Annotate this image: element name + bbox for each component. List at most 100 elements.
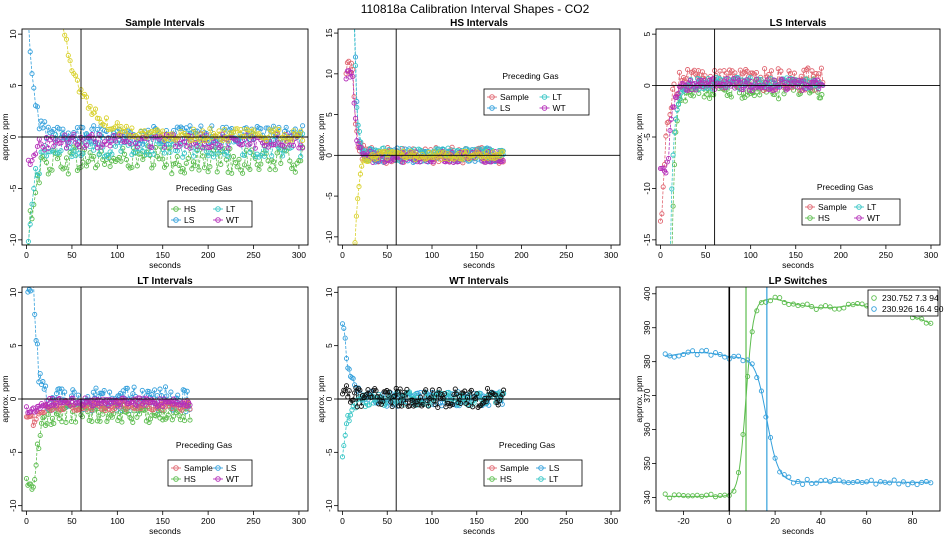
data-point <box>48 421 54 428</box>
data-point <box>356 128 363 135</box>
data-point <box>34 104 40 110</box>
data-point <box>134 402 140 409</box>
data-point <box>71 389 77 395</box>
data-point <box>836 306 842 312</box>
data-point <box>160 403 166 409</box>
data-point <box>748 78 754 85</box>
data-point <box>146 389 152 395</box>
data-point <box>56 126 62 132</box>
data-point <box>757 92 763 98</box>
data-point <box>703 492 709 498</box>
data-point <box>827 304 833 310</box>
data-point <box>728 94 734 100</box>
data-point <box>493 392 499 398</box>
data-point <box>25 482 31 488</box>
data-point <box>101 399 107 405</box>
data-point <box>660 165 666 171</box>
data-point <box>73 419 79 425</box>
data-point <box>676 492 682 498</box>
data-point <box>396 403 402 409</box>
data-point <box>345 365 351 371</box>
legend-item: Sample <box>805 202 847 212</box>
data-point <box>91 110 97 116</box>
x-axis-label: seconds <box>149 526 181 536</box>
data-point <box>102 161 108 167</box>
data-point <box>455 402 461 408</box>
data-point <box>25 238 31 245</box>
data-point <box>59 386 65 392</box>
data-point <box>342 401 346 405</box>
data-point <box>749 329 755 335</box>
data-point <box>841 305 847 311</box>
legend-box <box>167 200 253 228</box>
data-point <box>96 152 102 158</box>
legend-item: Sample <box>487 92 529 102</box>
data-point <box>152 387 158 393</box>
x-axis-label: seconds <box>463 260 495 270</box>
data-point <box>220 138 226 144</box>
data-point <box>747 87 753 93</box>
data-point <box>359 163 365 169</box>
data-point <box>737 67 743 73</box>
data-point <box>670 257 674 261</box>
data-point <box>887 480 893 486</box>
data-point <box>813 80 819 86</box>
data-point <box>462 388 468 394</box>
y-tick-label: 5 <box>642 32 652 37</box>
data-point <box>33 190 39 196</box>
data-point <box>29 406 35 412</box>
data-point <box>376 401 382 407</box>
x-tick-label: 0 <box>24 250 29 260</box>
data-point <box>433 391 440 397</box>
x-tick-label: 250 <box>246 250 260 260</box>
data-point <box>354 128 360 134</box>
data-point <box>671 129 678 135</box>
data-point <box>484 385 491 392</box>
y-tick-label: 340 <box>642 490 652 504</box>
data-point <box>67 58 73 64</box>
data-point <box>827 479 833 485</box>
data-point <box>420 401 426 407</box>
data-point <box>298 128 304 134</box>
data-point <box>463 148 470 154</box>
data-point <box>741 69 747 75</box>
legend-swatch <box>173 217 179 223</box>
data-point <box>174 148 180 154</box>
y-tick-label: -5 <box>324 192 334 200</box>
legend-swatch <box>871 306 877 312</box>
data-point <box>484 149 490 155</box>
data-point <box>797 91 803 97</box>
data-point <box>370 400 376 406</box>
data-point <box>429 387 435 393</box>
y-tick-label: -10 <box>8 499 18 512</box>
data-point <box>763 80 769 86</box>
data-point <box>93 385 99 391</box>
plot-frame <box>655 286 941 512</box>
legend-label: LT <box>549 474 558 484</box>
legend-label: HS <box>500 474 512 484</box>
data-point <box>152 145 159 151</box>
data-point <box>786 474 792 480</box>
legend-title: Preceding Gas <box>176 183 232 193</box>
legend-item: 230.752 7.3 94 <box>871 293 939 303</box>
data-point <box>82 395 88 401</box>
data-point <box>740 358 746 364</box>
data-point <box>763 414 769 420</box>
x-tick-label: 300 <box>924 250 938 260</box>
data-point <box>662 394 666 398</box>
data-point <box>798 78 804 84</box>
y-tick-label: -5 <box>8 184 18 192</box>
data-point <box>63 155 70 161</box>
data-point <box>499 159 505 165</box>
data-point <box>850 479 856 486</box>
data-point <box>476 390 482 396</box>
data-point <box>873 481 879 487</box>
legend-swatch <box>807 215 813 221</box>
data-point <box>726 67 733 73</box>
data-point <box>668 248 672 252</box>
data-point <box>24 272 28 276</box>
x-tick-label: 100 <box>110 250 124 260</box>
data-point <box>49 167 55 173</box>
x-tick-label: 200 <box>201 250 215 260</box>
data-point <box>694 352 700 358</box>
